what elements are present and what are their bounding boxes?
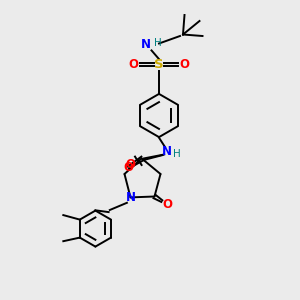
Text: O: O: [162, 198, 172, 211]
Text: O: O: [125, 158, 135, 172]
Text: O: O: [179, 58, 190, 71]
Text: H: H: [154, 38, 162, 48]
Text: N: N: [125, 191, 136, 204]
Text: S: S: [154, 58, 164, 71]
Text: H: H: [173, 149, 181, 159]
Text: O: O: [128, 58, 139, 71]
Text: O: O: [123, 161, 134, 174]
Text: N: N: [162, 145, 172, 158]
Text: N: N: [141, 38, 151, 52]
